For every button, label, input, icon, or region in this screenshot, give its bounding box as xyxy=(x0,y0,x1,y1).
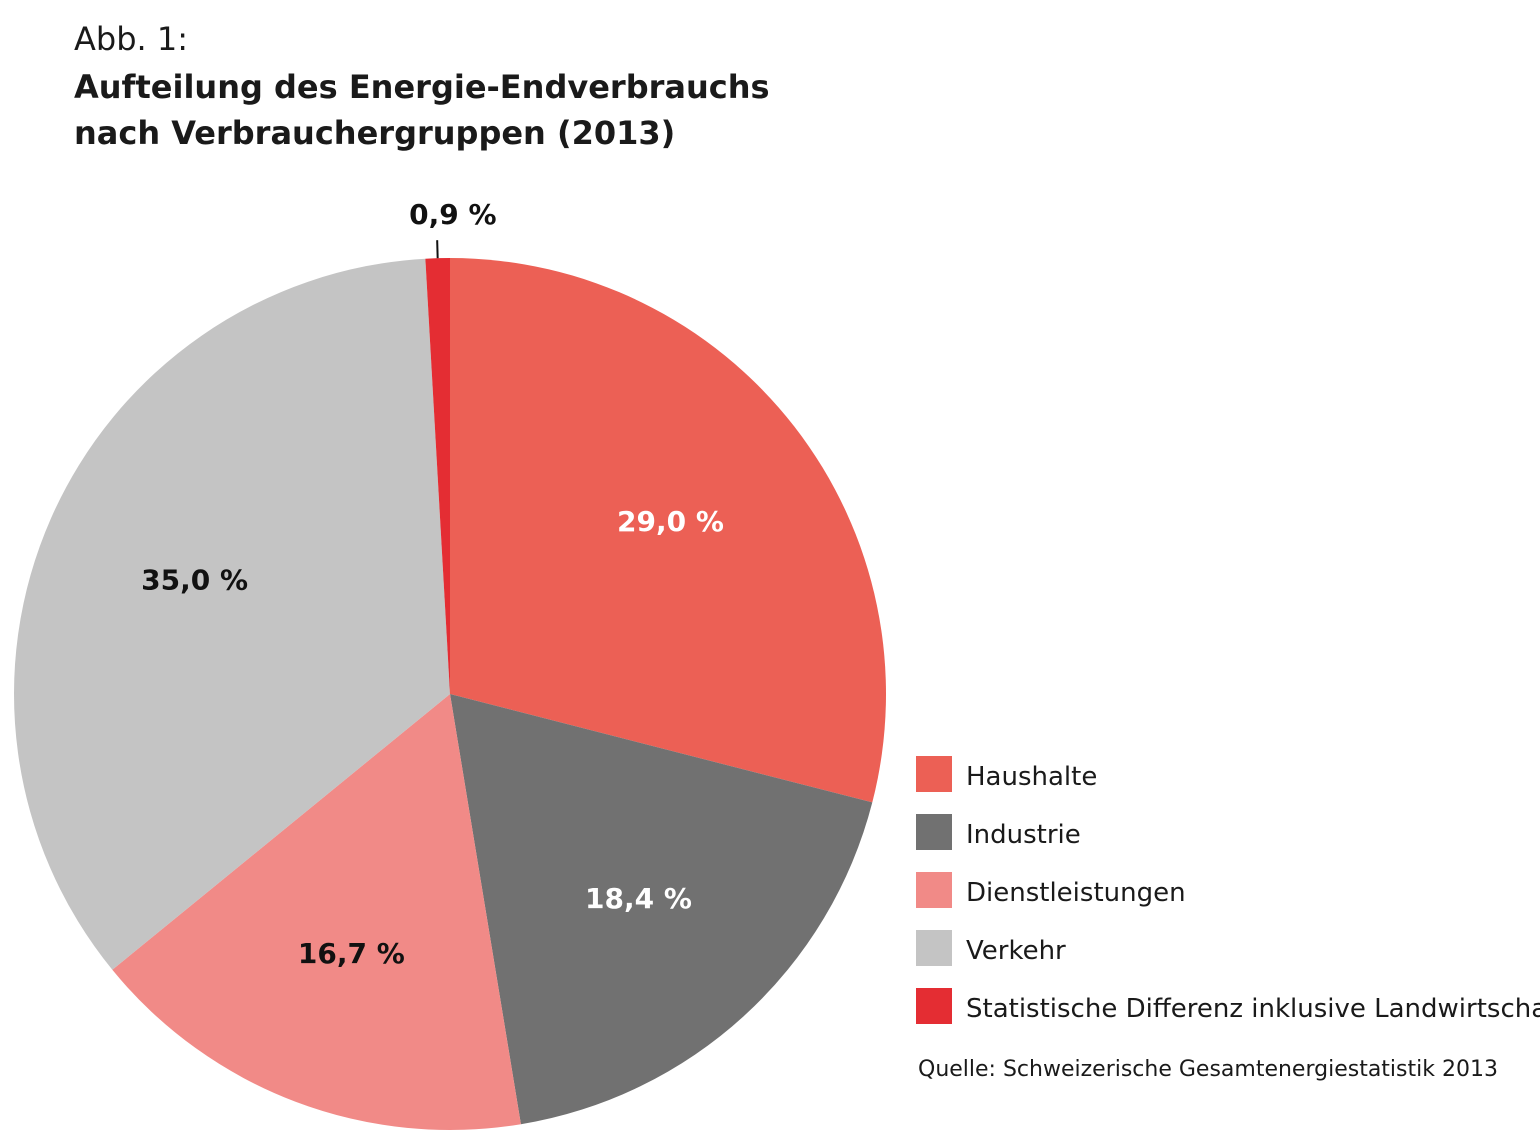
pie-leader-line xyxy=(436,240,439,259)
pie-slice-label: 16,7 % xyxy=(298,937,405,970)
legend-label: Verkehr xyxy=(966,936,1066,966)
legend-swatch xyxy=(916,872,952,908)
pie-labels: 29,0 % 18,4 % 16,7 % 35,0 % 0,9 % xyxy=(141,198,724,970)
pie-slice-label: 0,9 % xyxy=(409,198,496,231)
pie-slice-dienstleistungen xyxy=(112,694,521,1131)
chart-title: Aufteilung des Energie-Endverbrauchs nac… xyxy=(74,68,770,152)
pie-slices xyxy=(14,258,886,1131)
figure-label: Abb. 1: xyxy=(74,20,188,58)
pie-slice-label: 35,0 % xyxy=(141,564,248,597)
legend-swatch xyxy=(916,814,952,850)
source-note: Quelle: Schweizerische Gesamtenergiestat… xyxy=(918,1057,1498,1082)
pie-slice-verkehr xyxy=(14,258,450,970)
legend-swatch xyxy=(916,930,952,966)
legend-swatch xyxy=(916,756,952,792)
pie-slice-statistische xyxy=(425,258,450,694)
pie-slice-industrie xyxy=(450,694,873,1125)
pie-slice-label: 29,0 % xyxy=(617,505,724,538)
legend-label: Haushalte xyxy=(966,762,1098,792)
pie-slice-label: 18,4 % xyxy=(585,882,692,915)
legend-swatch xyxy=(916,988,952,1024)
pie-slice-haushalte xyxy=(450,258,886,803)
legend-label: Industrie xyxy=(966,820,1081,850)
legend-label: Statistische Differenz inklusive Landwir… xyxy=(966,994,1540,1024)
legend-label: Dienstleistungen xyxy=(966,878,1186,908)
